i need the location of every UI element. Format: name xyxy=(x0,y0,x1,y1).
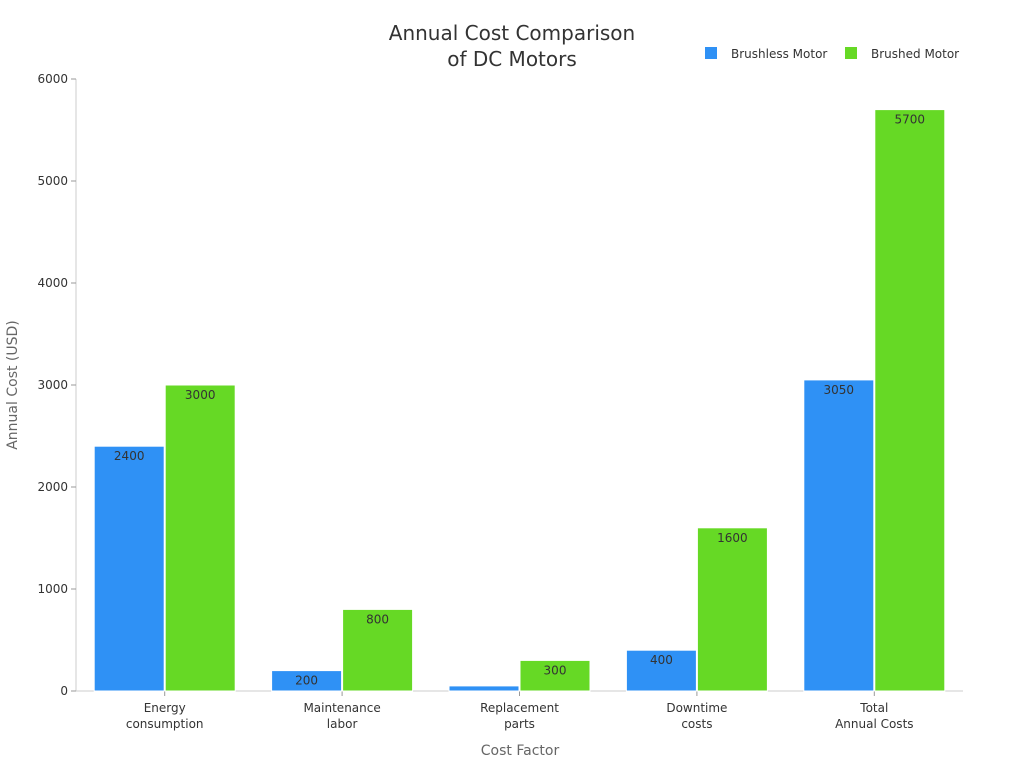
x-tick-label: labor xyxy=(327,717,358,731)
bar-brushless xyxy=(271,670,343,692)
data-label: 400 xyxy=(650,653,673,667)
x-tick-label: consumption xyxy=(126,717,204,731)
x-tick-label: Maintenance xyxy=(303,701,380,715)
x-tick-label: Total xyxy=(859,701,888,715)
y-tick-label: 4000 xyxy=(37,276,68,290)
legend-label: Brushed Motor xyxy=(871,47,959,61)
x-tick-label: Annual Costs xyxy=(835,717,913,731)
bar-brushed xyxy=(874,109,946,692)
y-tick-label: 1000 xyxy=(37,582,68,596)
data-label: 50 xyxy=(476,689,491,703)
bar-brushed xyxy=(696,527,768,692)
y-tick-label: 2000 xyxy=(37,480,68,494)
data-label: 5700 xyxy=(895,113,926,127)
x-tick-label: Energy xyxy=(144,701,186,715)
bar-brushed xyxy=(164,384,236,692)
y-tick-label: 5000 xyxy=(37,174,68,188)
chart-title: of DC Motors xyxy=(447,47,577,71)
data-label: 3000 xyxy=(185,388,216,402)
legend-swatch xyxy=(845,47,857,59)
data-label: 3050 xyxy=(824,383,855,397)
bar-brushless xyxy=(625,649,697,692)
legend-label: Brushless Motor xyxy=(731,47,827,61)
bar-brushed xyxy=(342,608,414,692)
y-tick-label: 3000 xyxy=(37,378,68,392)
data-label: 800 xyxy=(366,612,389,626)
x-tick-label: Replacement xyxy=(480,701,559,715)
data-label: 1600 xyxy=(717,531,748,545)
bar-brushless xyxy=(448,685,520,692)
y-axis-title: Annual Cost (USD) xyxy=(5,320,21,450)
x-tick-label: costs xyxy=(681,717,712,731)
bar-brushless xyxy=(93,445,165,692)
x-tick-label: parts xyxy=(504,717,535,731)
y-tick-label: 0 xyxy=(60,684,68,698)
bar-brushed xyxy=(519,659,591,692)
data-label: 200 xyxy=(295,674,318,688)
legend-swatch xyxy=(705,47,717,59)
y-tick-label: 6000 xyxy=(37,72,68,86)
data-label: 2400 xyxy=(114,449,145,463)
chart-title: Annual Cost Comparison xyxy=(389,21,635,45)
x-tick-label: Downtime xyxy=(666,701,727,715)
data-label: 300 xyxy=(544,663,567,677)
bar-brushless xyxy=(803,379,875,692)
x-axis-title: Cost Factor xyxy=(481,743,560,759)
